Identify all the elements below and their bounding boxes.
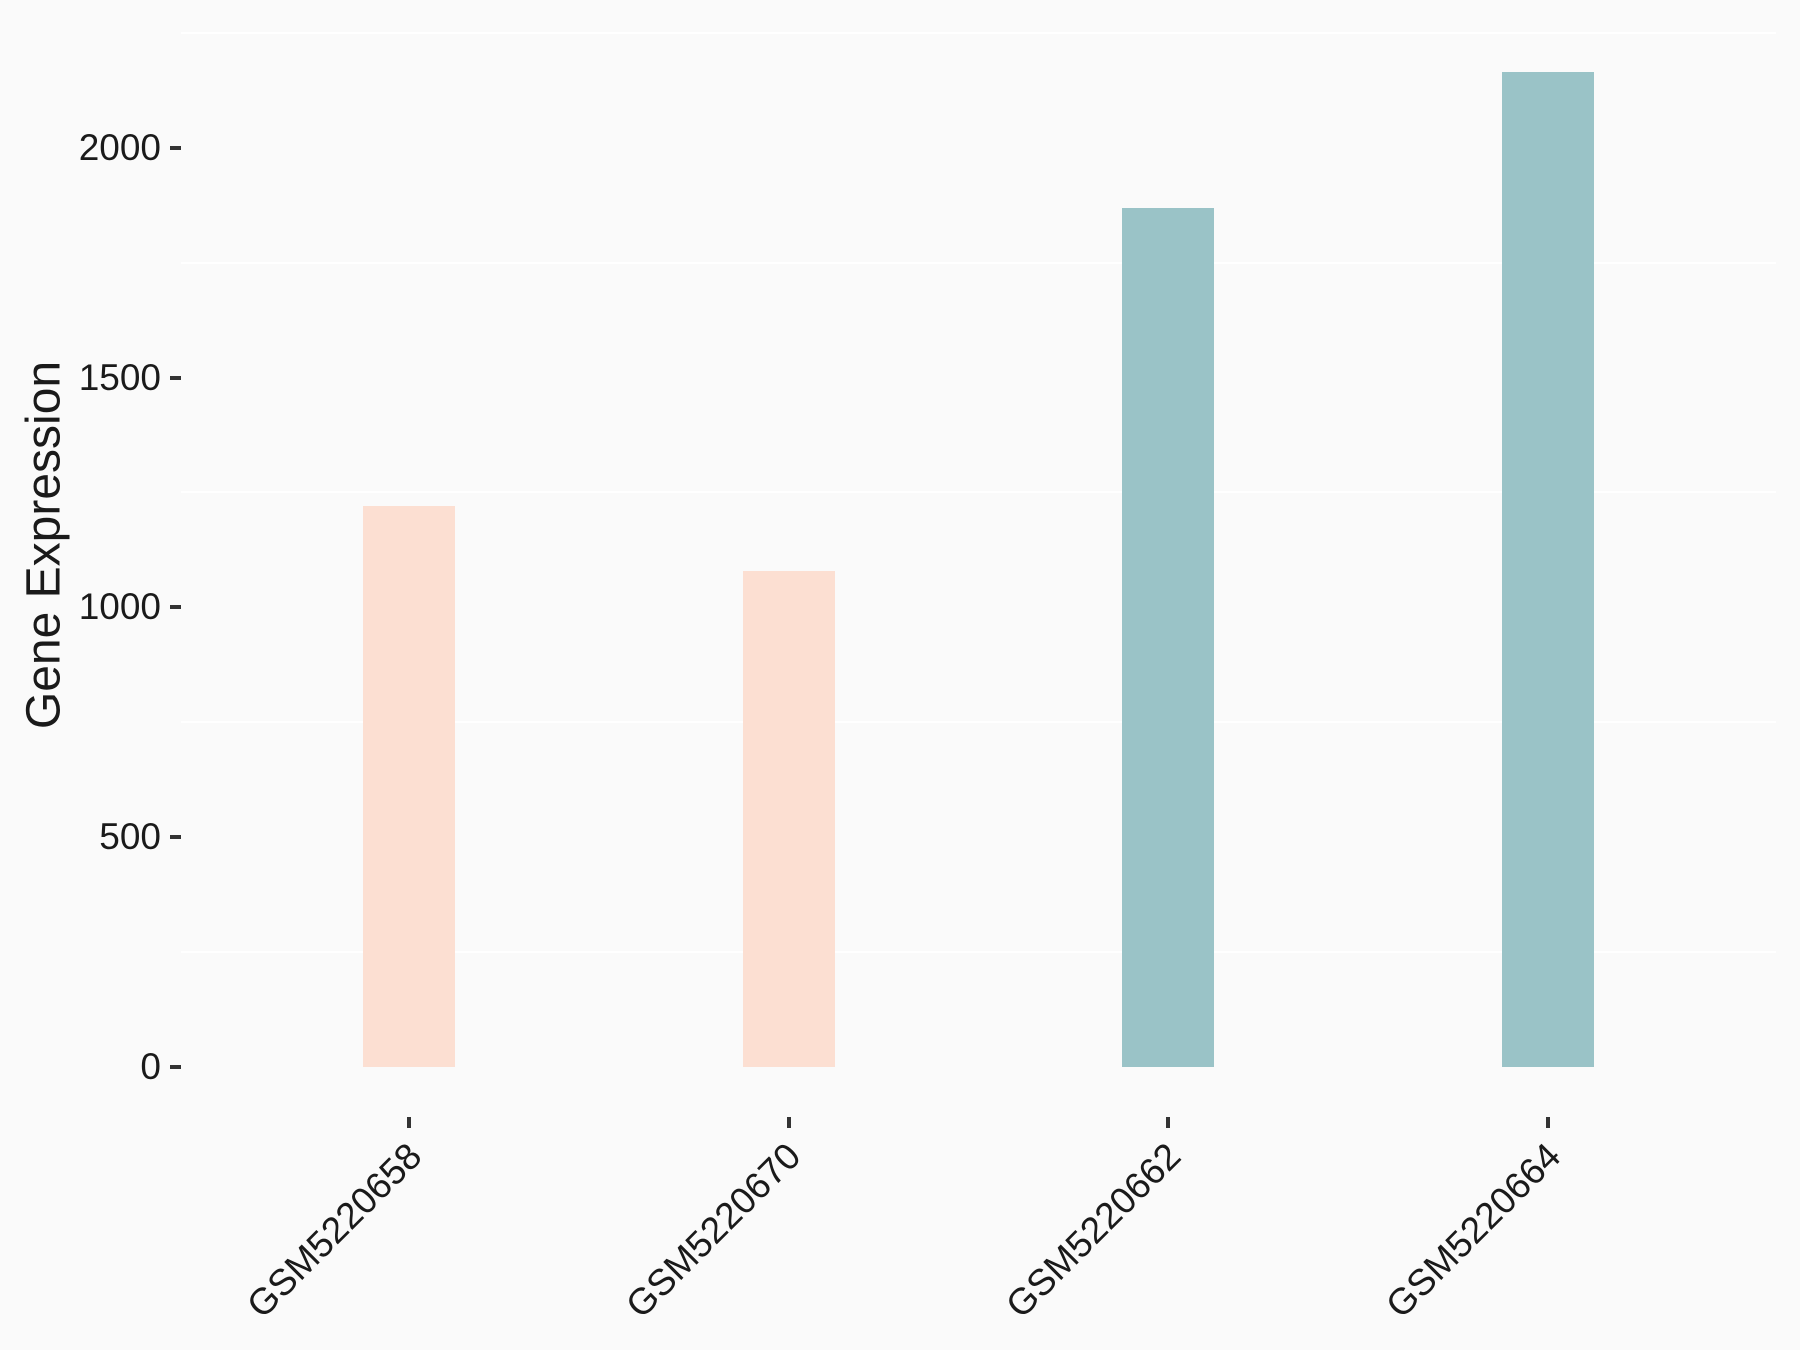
y-tick-mark [170, 145, 181, 150]
plot-panel [181, 20, 1776, 1117]
bar [1502, 71, 1595, 1067]
x-tick-label: GSM5220664 [1377, 1135, 1569, 1326]
x-tick-label: GSM5220658 [238, 1135, 430, 1326]
bar [362, 506, 455, 1067]
y-tick-label: 1500 [78, 356, 161, 398]
x-tick-label: GSM5220662 [998, 1135, 1189, 1326]
y-tick-label: 0 [140, 1045, 161, 1087]
y-tick-mark [170, 605, 181, 610]
minor-gridline [181, 491, 1776, 494]
y-axis-title: Gene Expression [17, 360, 71, 730]
y-tick-label: 2000 [78, 126, 161, 168]
y-tick-label: 500 [99, 816, 161, 858]
y-tick-mark [170, 835, 181, 840]
y-tick-mark [170, 375, 181, 380]
minor-gridline [181, 31, 1776, 34]
minor-gridline [181, 721, 1776, 724]
bar [742, 570, 835, 1067]
minor-gridline [181, 951, 1776, 953]
x-tick-label: GSM5220670 [618, 1135, 809, 1326]
y-tick-label: 1000 [78, 586, 161, 628]
x-tick-mark [406, 1117, 411, 1128]
bar [1122, 207, 1215, 1067]
y-tick-mark [170, 1064, 181, 1069]
x-tick-mark [1166, 1117, 1171, 1128]
x-tick-mark [1546, 1117, 1551, 1128]
x-tick-mark [786, 1117, 791, 1128]
minor-gridline [181, 261, 1776, 264]
